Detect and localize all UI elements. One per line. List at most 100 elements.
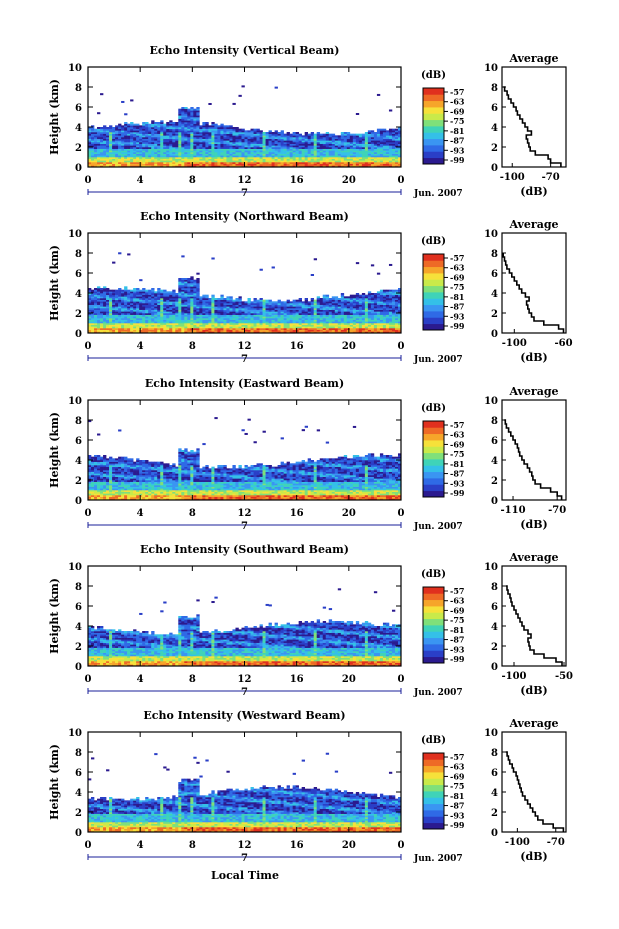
heatmap-cell [274,150,278,153]
heatmap-cell [283,155,287,158]
heatmap-cell [88,127,92,129]
heatmap-cell [388,135,393,138]
heatmap-cell [385,130,390,133]
heatmap-cell [181,110,185,113]
heatmap-cell [181,324,185,327]
heatmap-cell [160,125,164,128]
heatmap-cell [259,140,263,143]
heatmap-cell [130,298,134,300]
heatmap-cell [172,304,176,307]
heatmap-cell [199,150,203,153]
heatmap-cell [151,135,155,138]
heatmap-cell [286,326,290,329]
heatmap-cell [322,148,327,151]
heatmap-cell [202,133,206,136]
heatmap-cell [367,133,372,136]
heatmap-cell [256,155,260,158]
heatmap-cell [283,313,287,315]
heatmap-cell [298,135,302,138]
heatmap-cell [175,160,179,163]
heatmap-cell [148,150,152,153]
heatmap-cell [280,163,284,166]
heatmap-cell [259,313,263,315]
heatmap-cell [310,321,315,324]
heatmap-cell [160,318,164,320]
heatmap-cell [373,153,378,156]
heatmap-cell [379,158,384,161]
heatmap-cell [319,316,324,319]
heatmap-cell [304,157,308,159]
heatmap-cell [181,296,185,299]
heatmap-cell [136,293,140,295]
heatmap-cell [286,163,290,166]
heatmap-cell [106,162,110,164]
heatmap-cell [208,157,212,159]
heatmap-cell [313,147,318,149]
heatmap-cell [316,316,321,319]
heatmap-cell [196,284,200,287]
heatmap-cell [346,148,351,151]
heatmap-cell [175,301,179,304]
heatmap-cell [319,308,324,310]
heatmap-cell [289,150,293,153]
heatmap-cell [91,314,95,317]
heatmap-cell [145,311,149,314]
colorbar-segment [423,132,444,140]
heatmap-cell [391,147,396,149]
heatmap-cell [262,165,266,168]
heatmap-cell [121,301,125,304]
heatmap-cell [250,155,254,158]
heatmap-cell [355,142,360,144]
heatmap-cell [358,163,363,166]
heatmap-cell [145,324,149,327]
heatmap-cell [88,329,92,332]
heatmap-cell [337,143,342,146]
heatmap-cell [91,328,95,330]
heatmap-cell [265,328,269,330]
heatmap-cell [196,304,200,307]
heatmap-cell [130,122,134,124]
heatmap-cell [205,148,209,151]
heatmap-cell [163,125,167,128]
heatmap-cell [136,323,140,325]
heatmap-cell [112,314,116,317]
heatmap-cell [166,123,170,126]
heatmap-cell [115,293,119,295]
heatmap-cell [304,165,308,168]
heatmap-cell [331,153,336,156]
heatmap-cell [124,163,128,166]
heatmap-cell [169,150,173,153]
heatmap-cell [241,308,245,310]
heatmap-cell [307,321,312,324]
heatmap-cell [235,155,239,158]
heatmap-cell [109,301,113,304]
heatmap-cell [148,316,152,319]
heatmap-cell [166,152,170,154]
heatmap-cell [211,304,215,307]
heatmap-cell [313,162,318,164]
heatmap-cell [139,132,143,134]
heatmap-cell [166,329,170,332]
heatmap-cell [124,142,128,144]
heatmap-cell [283,323,287,325]
heatmap-cell [199,140,203,143]
heatmap-cell [349,135,354,138]
heatmap-cell [361,152,366,154]
heatmap-cell [397,133,402,136]
heatmap-cell [205,324,209,327]
heatmap-cell [172,326,176,329]
heatmap-cell [175,148,179,151]
heatmap-cell [220,137,224,139]
heatmap-cell [97,155,101,158]
heatmap-cell [226,165,230,168]
heatmap-cell [337,321,342,324]
heatmap-cell [190,150,194,153]
heatmap-cell [202,148,206,151]
heatmap-cell [142,289,146,292]
heatmap-cell [223,130,227,133]
heatmap-cell [121,291,125,294]
heatmap-cell [346,142,351,144]
heatmap-cell [385,155,390,158]
heatmap-cell [379,162,384,164]
heatmap-cell [238,133,242,136]
